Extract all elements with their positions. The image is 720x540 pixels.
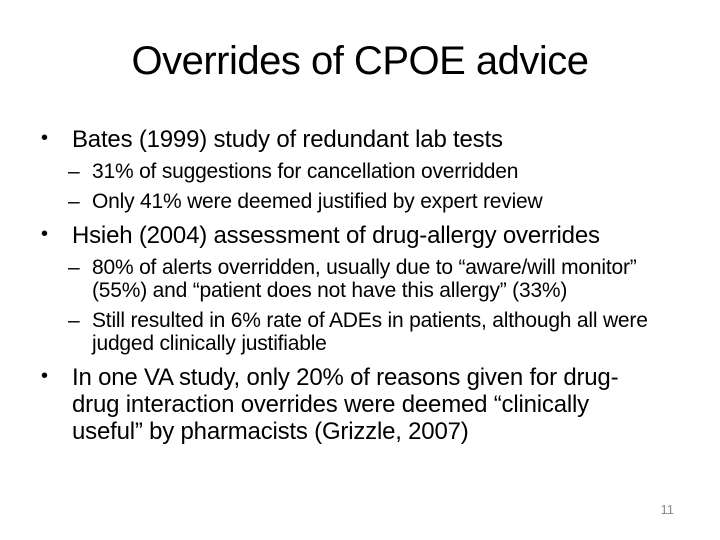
bullet-item: – Only 41% were deemed justified by exper… xyxy=(68,190,660,213)
bullet-dot-marker: • xyxy=(41,365,48,387)
dash-marker: – xyxy=(68,160,80,183)
bullet-item: • Bates (1999) study of redundant lab tes… xyxy=(40,126,660,153)
dash-marker: – xyxy=(68,309,80,332)
bullet-text: In one VA study, only 20% of reasons giv… xyxy=(72,364,619,445)
bullet-text: Bates (1999) study of redundant lab test… xyxy=(72,126,503,153)
bullet-text: 31% of suggestions for cancellation over… xyxy=(92,160,519,183)
slide-title: Overrides of CPOE advice xyxy=(131,39,589,83)
bullet-text: Hsieh (2004) assessment of drug-allergy … xyxy=(72,222,600,249)
bullet-item: – Still resulted in 6% rate of ADEs in pa… xyxy=(68,309,660,355)
bullet-text: Still resulted in 6% rate of ADEs in pat… xyxy=(92,309,648,355)
bullet-item: • Hsieh (2004) assessment of drug-allergy… xyxy=(40,222,660,249)
bullet-text: 80% of alerts overridden, usually due to… xyxy=(92,256,637,302)
bullet-text: Only 41% were deemed justified by expert… xyxy=(92,190,543,213)
dash-marker: – xyxy=(68,190,80,213)
bullet-item: –80% of alerts overridden, usually due t… xyxy=(68,256,660,302)
bullet-dot-marker: • xyxy=(41,127,48,149)
bullet-item: –31% of suggestions for cancellation ove… xyxy=(68,160,660,183)
bullet-list: • Bates (1999) study of redundant lab tes… xyxy=(40,126,660,445)
page-number: 11 xyxy=(660,502,675,517)
bullet-dot-marker: • xyxy=(41,223,48,245)
bullet-item: • In one VA study, only 20% of reasons gi… xyxy=(40,364,660,445)
dash-marker: – xyxy=(68,256,80,279)
